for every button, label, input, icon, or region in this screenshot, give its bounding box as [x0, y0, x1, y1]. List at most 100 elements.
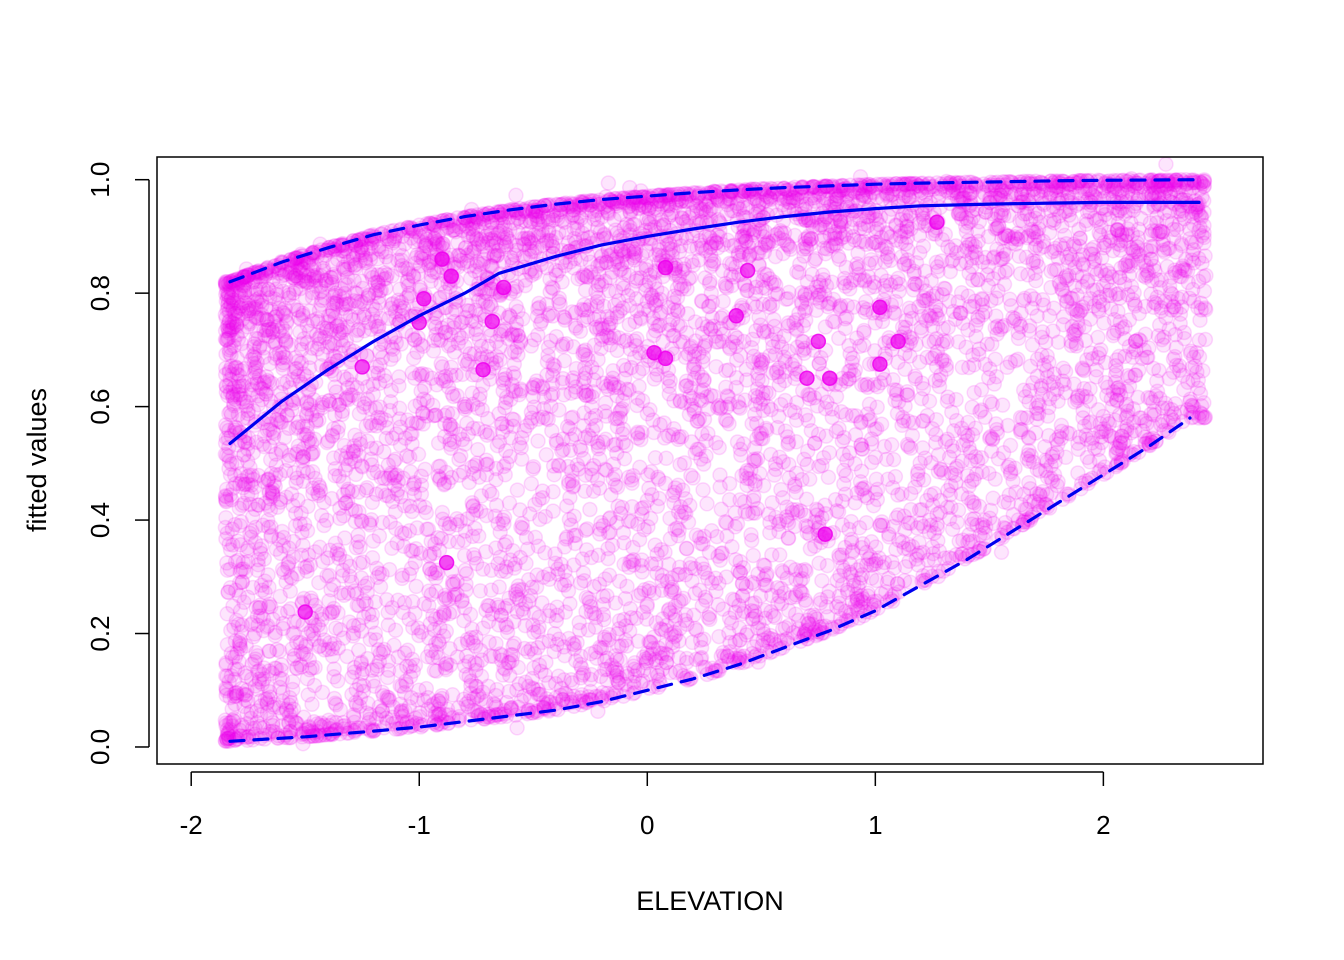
data-point	[468, 502, 485, 518]
data-point	[559, 498, 575, 514]
data-point	[747, 452, 764, 469]
data-point	[512, 549, 529, 566]
data-point	[765, 608, 782, 624]
data-point	[799, 612, 816, 629]
data-point	[728, 379, 745, 396]
data-point	[517, 674, 534, 691]
data-point	[774, 562, 790, 579]
data-point	[248, 291, 265, 308]
data-point	[234, 617, 251, 633]
data-point	[798, 563, 814, 579]
data-point	[621, 623, 638, 639]
data-point	[553, 576, 570, 593]
data-point	[373, 243, 390, 260]
data-point	[541, 223, 557, 239]
data-point	[1101, 211, 1118, 227]
data-point	[781, 284, 797, 301]
data-point	[459, 253, 476, 270]
data-point	[724, 277, 740, 294]
data-point	[335, 487, 352, 503]
data-point	[239, 682, 255, 699]
data-point	[288, 446, 304, 463]
data-point	[977, 249, 994, 266]
data-point	[1046, 243, 1063, 259]
data-point	[572, 575, 589, 591]
data-point	[753, 353, 769, 370]
data-point	[525, 461, 541, 477]
data-point	[869, 221, 886, 237]
data-point	[885, 451, 902, 468]
data-point	[659, 197, 675, 214]
data-point	[1080, 272, 1096, 289]
data-point	[609, 479, 626, 495]
data-point	[758, 420, 774, 437]
data-point	[394, 257, 410, 274]
data-point	[1149, 289, 1166, 305]
data-point	[735, 559, 752, 576]
data-point	[342, 558, 358, 575]
data-point	[394, 570, 410, 587]
data-point	[661, 198, 678, 214]
data-point	[524, 410, 540, 426]
data-point	[880, 471, 896, 487]
data-point	[1083, 345, 1099, 361]
data-point	[228, 612, 245, 629]
data-point	[329, 293, 345, 310]
data-point	[1114, 443, 1131, 459]
data-point	[817, 319, 834, 335]
data-point	[631, 531, 648, 548]
data-point	[1028, 224, 1044, 240]
data-point	[1187, 358, 1203, 374]
data-point	[577, 522, 594, 539]
data-point	[724, 539, 740, 555]
data-point	[495, 254, 512, 270]
data-point	[543, 333, 559, 349]
data-point	[224, 649, 241, 666]
data-point	[958, 339, 974, 356]
data-point	[698, 334, 714, 350]
data-point	[661, 378, 677, 395]
data-point	[1103, 229, 1120, 246]
data-point	[539, 367, 555, 383]
data-point	[515, 236, 532, 252]
data-point	[224, 701, 240, 717]
data-point	[1165, 351, 1182, 367]
data-point	[522, 214, 539, 230]
data-point	[260, 319, 277, 335]
data-point	[285, 674, 301, 690]
data-point	[356, 323, 372, 339]
data-point	[658, 654, 675, 671]
data-point	[903, 501, 919, 518]
data-point	[328, 318, 345, 335]
data-point	[416, 379, 433, 395]
data-point	[1039, 369, 1056, 385]
data-point	[428, 309, 445, 326]
data-point	[337, 276, 353, 293]
data-point	[263, 301, 279, 317]
data-point	[1065, 326, 1082, 342]
data-point	[624, 498, 640, 515]
data-point	[1105, 327, 1121, 344]
data-point	[1036, 182, 1052, 198]
data-point	[402, 498, 418, 514]
data-point	[1079, 449, 1096, 466]
data-point	[220, 323, 237, 339]
data-point	[841, 281, 858, 297]
data-point	[424, 649, 441, 666]
data-point	[236, 446, 252, 463]
data-point	[1129, 235, 1146, 251]
data-point	[852, 338, 868, 355]
data-point	[651, 490, 667, 507]
data-point	[374, 514, 391, 531]
data-point	[771, 547, 788, 563]
data-point	[785, 624, 802, 641]
data-point	[1034, 292, 1051, 308]
data-point	[647, 450, 664, 466]
data-point	[384, 709, 401, 725]
data-point	[357, 250, 374, 266]
data-point	[258, 368, 275, 385]
data-point	[797, 507, 814, 524]
data-point	[806, 252, 823, 269]
data-point	[767, 286, 783, 302]
data-point	[1180, 374, 1196, 391]
